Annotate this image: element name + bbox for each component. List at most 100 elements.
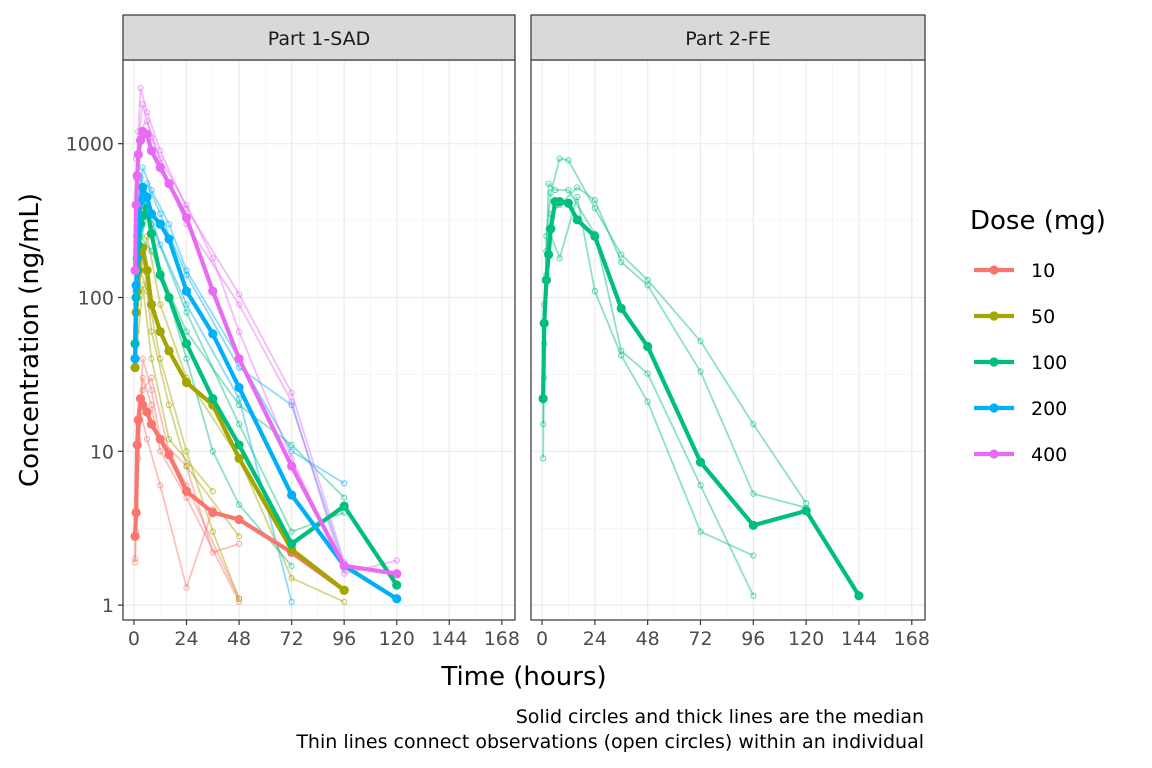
median-point bbox=[234, 453, 244, 463]
individual-point bbox=[183, 584, 190, 591]
x-tick-label: 144 bbox=[431, 628, 467, 650]
individual-point bbox=[165, 220, 173, 228]
legend-key-point bbox=[989, 357, 999, 367]
legend-entry-50: 50 bbox=[974, 306, 1055, 328]
individual-point bbox=[552, 186, 559, 194]
individual-point bbox=[618, 258, 625, 266]
median-point bbox=[132, 440, 142, 450]
legend-label: 50 bbox=[1031, 306, 1055, 328]
individual-point bbox=[341, 598, 348, 605]
individual-point bbox=[183, 309, 190, 316]
median-point bbox=[208, 394, 218, 404]
median-point bbox=[801, 506, 811, 516]
individual-point bbox=[288, 528, 295, 535]
median-point bbox=[234, 440, 244, 450]
individual-point bbox=[139, 374, 146, 382]
individual-point bbox=[139, 101, 146, 108]
median-point bbox=[208, 329, 218, 339]
median-point bbox=[155, 219, 165, 229]
legend-key-point bbox=[989, 403, 999, 413]
legend-entries: 10 50 100 200 400 bbox=[974, 260, 1067, 466]
caption-line-1: Solid circles and thick lines are the me… bbox=[516, 706, 924, 728]
median-point bbox=[130, 265, 140, 275]
x-tick-label: 48 bbox=[227, 628, 251, 650]
individual-point bbox=[148, 186, 155, 194]
legend-title: Dose (mg) bbox=[970, 206, 1106, 236]
individual-point bbox=[131, 555, 139, 562]
individual-line-dose-200 bbox=[135, 166, 345, 484]
median-point bbox=[142, 407, 152, 417]
median-point bbox=[616, 303, 626, 313]
x-axis-title: Time (hours) bbox=[440, 662, 606, 692]
individual-point bbox=[393, 557, 400, 564]
y-tick-label: 1 bbox=[102, 595, 114, 617]
median-point bbox=[146, 299, 157, 310]
x-axis: 0 24 48 72 96 120 144 168 bbox=[128, 620, 520, 650]
median-point bbox=[208, 507, 218, 518]
y-tick-label: 100 bbox=[78, 287, 114, 309]
individual-point bbox=[750, 421, 757, 428]
median-point bbox=[546, 224, 556, 234]
median-point bbox=[164, 450, 174, 460]
legend: Dose (mg) 10 50 100 200 400 bbox=[970, 206, 1106, 466]
median-point bbox=[339, 585, 349, 595]
median-point bbox=[155, 162, 165, 173]
median-point bbox=[339, 501, 349, 511]
individual-point bbox=[148, 374, 155, 382]
individual-point bbox=[235, 421, 243, 428]
median-point bbox=[555, 197, 565, 207]
x-tick-label: 24 bbox=[583, 628, 607, 650]
individual-point bbox=[556, 155, 563, 162]
median-point bbox=[164, 234, 174, 244]
individual-point bbox=[697, 482, 704, 489]
median-point bbox=[132, 171, 142, 181]
median-point bbox=[695, 457, 706, 467]
legend-label: 100 bbox=[1031, 352, 1067, 374]
median-point bbox=[131, 280, 141, 290]
median-point bbox=[181, 339, 192, 349]
individual-point bbox=[157, 301, 164, 308]
median-point bbox=[748, 520, 758, 530]
individual-point bbox=[288, 398, 295, 405]
individual-point bbox=[574, 184, 581, 191]
median-point bbox=[146, 419, 157, 429]
individual-point bbox=[235, 291, 243, 298]
legend-entry-100: 100 bbox=[974, 352, 1067, 374]
individual-point bbox=[235, 301, 243, 308]
individual-point bbox=[157, 482, 164, 489]
individual-point bbox=[591, 205, 598, 212]
individual-point bbox=[802, 500, 810, 507]
legend-label: 10 bbox=[1031, 260, 1055, 282]
individual-point bbox=[547, 189, 554, 196]
individual-point bbox=[183, 355, 190, 362]
median-point bbox=[181, 286, 192, 296]
individual-point bbox=[235, 595, 243, 602]
median-point bbox=[142, 192, 152, 202]
individual-point bbox=[235, 395, 243, 402]
median-lines bbox=[538, 197, 864, 601]
individual-point bbox=[539, 421, 547, 428]
median-point bbox=[234, 514, 244, 525]
individual-point bbox=[618, 347, 625, 354]
individual-point bbox=[750, 552, 757, 559]
individual-point bbox=[157, 147, 164, 154]
median-point bbox=[539, 318, 549, 328]
individual-point bbox=[618, 251, 625, 258]
median-point bbox=[130, 531, 140, 541]
individual-point bbox=[235, 598, 243, 605]
individual-point bbox=[139, 386, 146, 394]
legend-entry-200: 200 bbox=[974, 398, 1067, 420]
median-point bbox=[146, 229, 157, 239]
x-tick-label: 0 bbox=[128, 628, 140, 650]
median-point bbox=[138, 400, 148, 410]
median-point bbox=[544, 250, 554, 260]
individual-point bbox=[574, 193, 581, 201]
individual-point bbox=[143, 435, 151, 443]
y-tick-label: 10 bbox=[90, 441, 114, 463]
individual-point bbox=[157, 241, 164, 248]
median-point bbox=[181, 377, 192, 388]
individual-point bbox=[139, 355, 146, 362]
individual-point bbox=[341, 480, 348, 487]
individual-point bbox=[235, 401, 243, 409]
median-point bbox=[392, 580, 402, 590]
